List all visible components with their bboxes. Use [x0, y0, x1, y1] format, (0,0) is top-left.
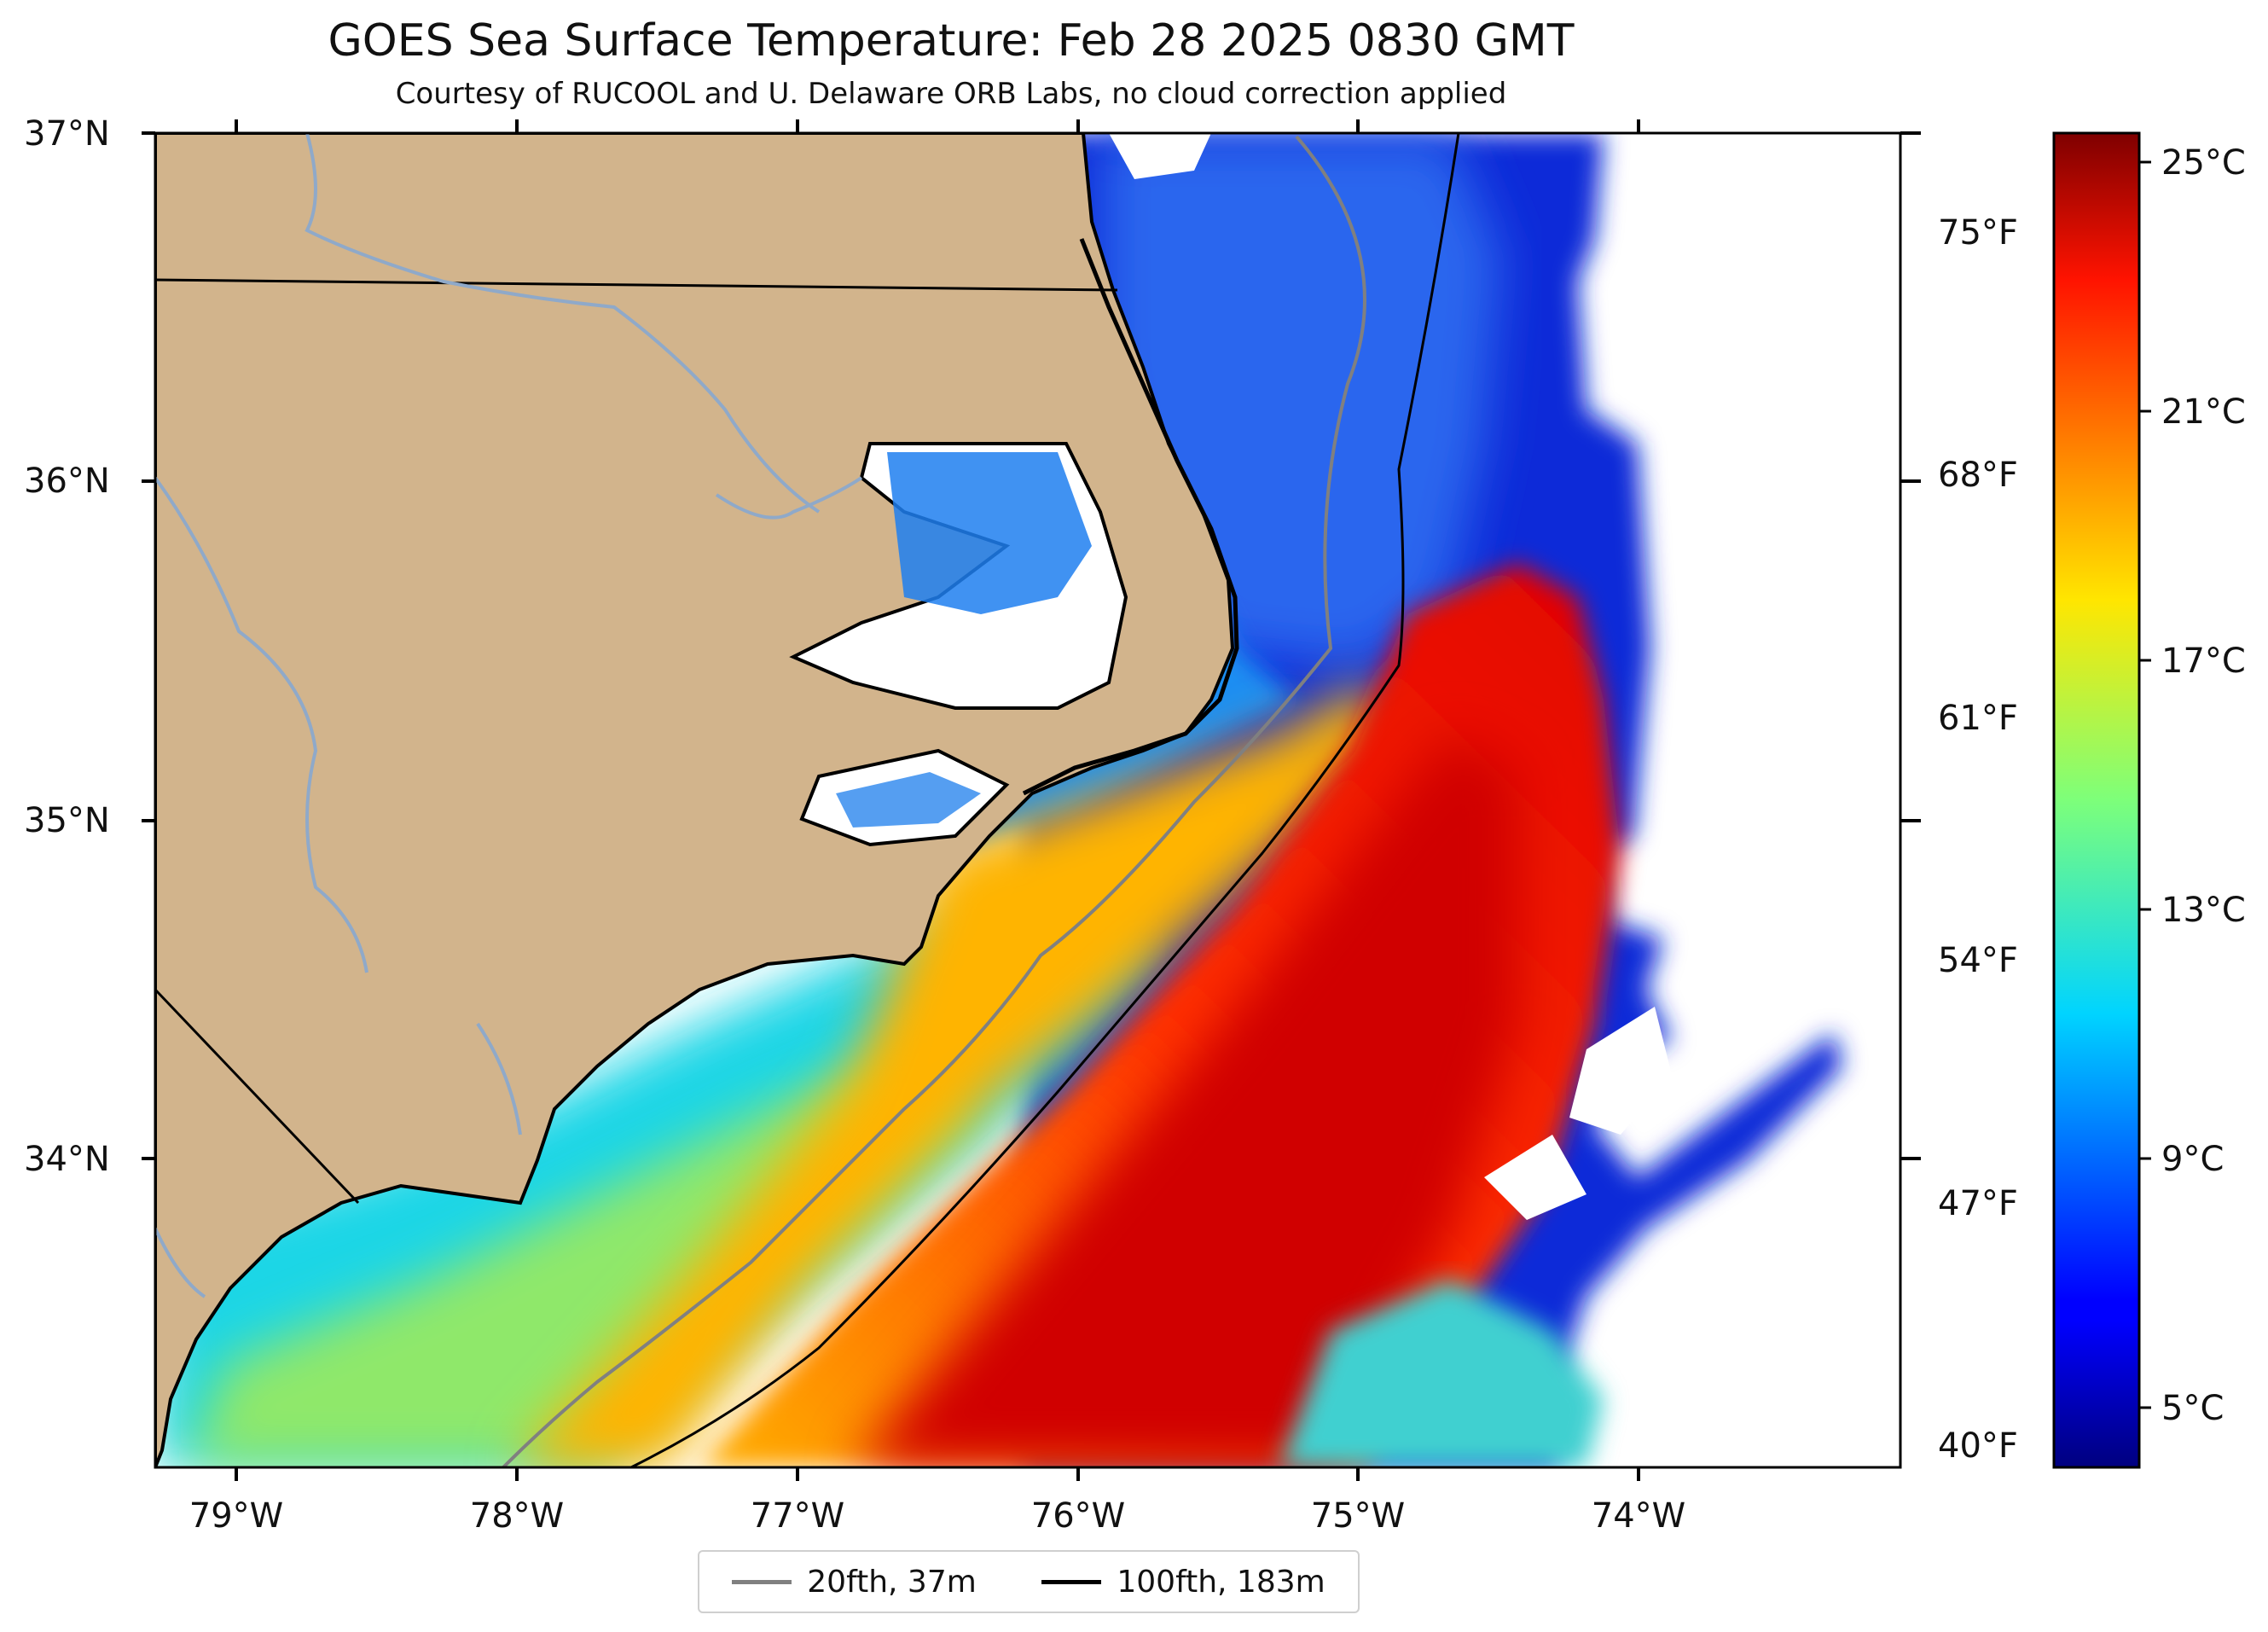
- f-label-61: 61°F: [1938, 699, 2018, 738]
- isobath-100fth: [630, 133, 1460, 1467]
- state-border-va-nc: [155, 278, 1118, 292]
- f-label-75: 75°F: [1938, 213, 2018, 253]
- lat-label-34n: 34°N: [24, 1140, 110, 1179]
- lat-label-36n: 36°N: [24, 462, 110, 501]
- lat-label-37n: 37°N: [24, 114, 110, 154]
- lon-label-75w: 75°W: [1311, 1496, 1405, 1536]
- lat-label-35n: 35°N: [24, 801, 110, 840]
- f-label-47: 47°F: [1938, 1184, 2018, 1223]
- rivers: [155, 133, 863, 1298]
- outer-banks: [1022, 238, 1239, 796]
- colorbar: [2052, 131, 2141, 1469]
- map-subtitle: Courtesy of RUCOOL and U. Delaware ORB L…: [395, 77, 1507, 111]
- map-title: GOES Sea Surface Temperature: Feb 28 202…: [328, 15, 1575, 67]
- lon-label-78w: 78°W: [470, 1496, 564, 1536]
- lon-label-76w: 76°W: [1031, 1496, 1125, 1536]
- legend-label-100fth: 100fth, 183m: [1117, 1564, 1325, 1600]
- isobaths: [502, 133, 1460, 1467]
- lon-label-79w: 79°W: [189, 1496, 283, 1536]
- legend-item-20fth: 20fth, 37m: [732, 1565, 977, 1600]
- land-layer: [155, 133, 1239, 1467]
- legend-label-20fth: 20fth, 37m: [807, 1564, 977, 1600]
- cb-label-17c: 17°C: [2161, 642, 2246, 681]
- cb-label-9c: 9°C: [2161, 1140, 2224, 1179]
- fahrenheit-ticks: [1900, 131, 1921, 1160]
- state-border-nc-sc: [155, 988, 360, 1205]
- colorbar-ticks: [2139, 160, 2151, 1409]
- f-label-54: 54°F: [1938, 941, 2018, 980]
- cb-label-5c: 5°C: [2161, 1389, 2224, 1428]
- cb-label-25c: 25°C: [2161, 143, 2246, 183]
- map-frame: [154, 131, 1902, 1469]
- f-label-68: 68°F: [1938, 456, 2018, 495]
- cb-label-21c: 21°C: [2161, 392, 2246, 432]
- lon-label-77w: 77°W: [751, 1496, 844, 1536]
- legend-swatch-gray: [732, 1579, 792, 1584]
- cb-label-13c: 13°C: [2161, 891, 2246, 930]
- lon-label-74w: 74°W: [1592, 1496, 1685, 1536]
- legend-swatch-black: [1041, 1579, 1102, 1584]
- longitude-ticks: [235, 119, 1640, 1481]
- f-label-40: 40°F: [1938, 1426, 2018, 1466]
- legend-item-100fth: 100fth, 183m: [1041, 1565, 1325, 1600]
- isobath-legend: 20fth, 37m 100fth, 183m: [698, 1550, 1360, 1613]
- isobath-20fth: [502, 135, 1366, 1467]
- latitude-ticks: [142, 131, 155, 1160]
